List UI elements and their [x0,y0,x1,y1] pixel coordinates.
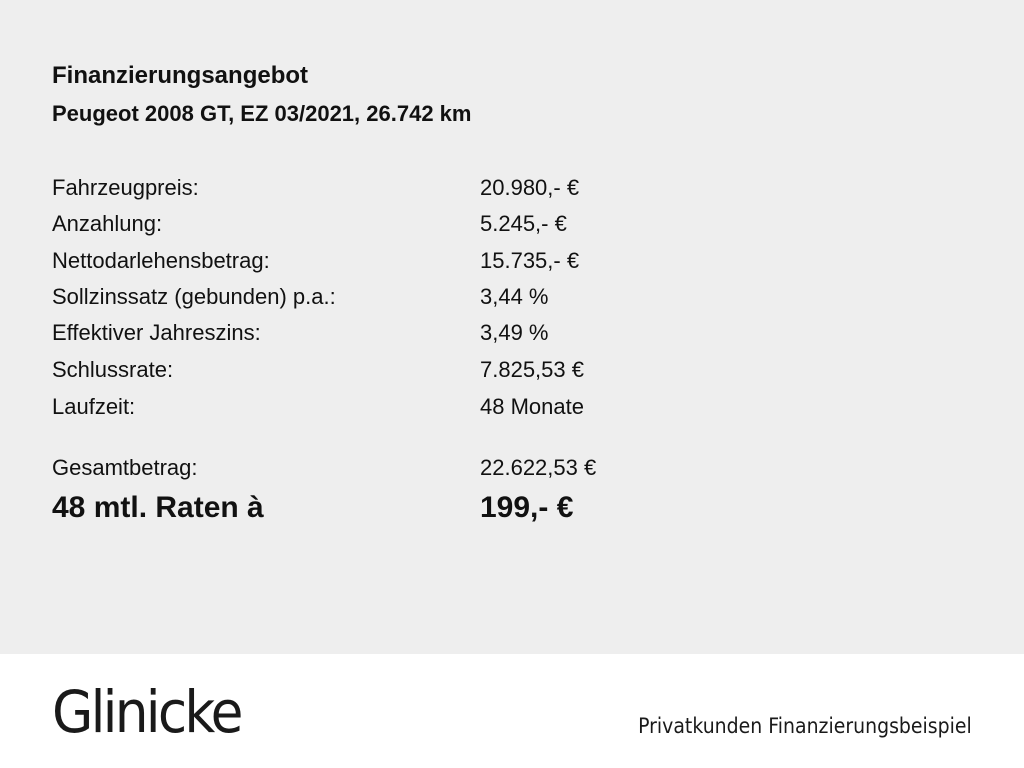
row-gesamtbetrag: Gesamtbetrag: 22.622,53 € [52,455,752,483]
vehicle-subtitle: Peugeot 2008 GT, EZ 03/2021, 26.742 km [52,101,472,126]
offer-title: Finanzierungsangebot [52,62,309,89]
glinicke-logo: Glinicke [52,678,243,746]
total-label: Gesamtbetrag: [52,455,198,480]
row-label: Effektiver Jahreszins: [52,320,261,345]
row-label: Nettodarlehensbetrag: [52,248,270,273]
total-value: 22.622,53 € [480,455,597,480]
row-anzahlung: Anzahlung: 5.245,- € [52,211,752,239]
row-value: 5.245,- € [480,211,567,236]
row-label: Fahrzeugpreis: [52,175,199,200]
row-label: Laufzeit: [52,394,136,419]
row-nettodarlehensbetrag: Nettodarlehensbetrag: 15.735,- € [52,248,752,276]
row-label: Sollzinssatz (gebunden) p.a.: [52,284,336,309]
row-value: 20.980,- € [480,175,580,200]
row-value: 7.825,53 € [480,357,584,382]
rate-value: 199,- € [480,491,574,524]
row-label: Anzahlung: [52,211,163,236]
row-value: 3,49 % [480,320,549,345]
row-laufzeit: Laufzeit: 48 Monate [52,394,752,422]
row-sollzinssatz: Sollzinssatz (gebunden) p.a.: 3,44 % [52,284,752,312]
rate-label: 48 mtl. Raten à [52,491,264,524]
row-value: 15.735,- € [480,248,580,273]
row-label: Schlussrate: [52,357,174,382]
row-fahrzeugpreis: Fahrzeugpreis: 20.980,- € [52,175,752,203]
footer-tagline: Privatkunden Finanzierungsbeispiel [638,714,972,738]
row-value: 48 Monate [480,394,584,419]
offer-panel: Finanzierungsangebot Peugeot 2008 GT, EZ… [0,0,1024,654]
row-effektiver-jahreszins: Effektiver Jahreszins: 3,49 % [52,320,752,348]
row-monthly-rate: 48 mtl. Raten à 199,- € [52,491,752,524]
row-schlussrate: Schlussrate: 7.825,53 € [52,357,752,385]
row-value: 3,44 % [480,284,549,309]
